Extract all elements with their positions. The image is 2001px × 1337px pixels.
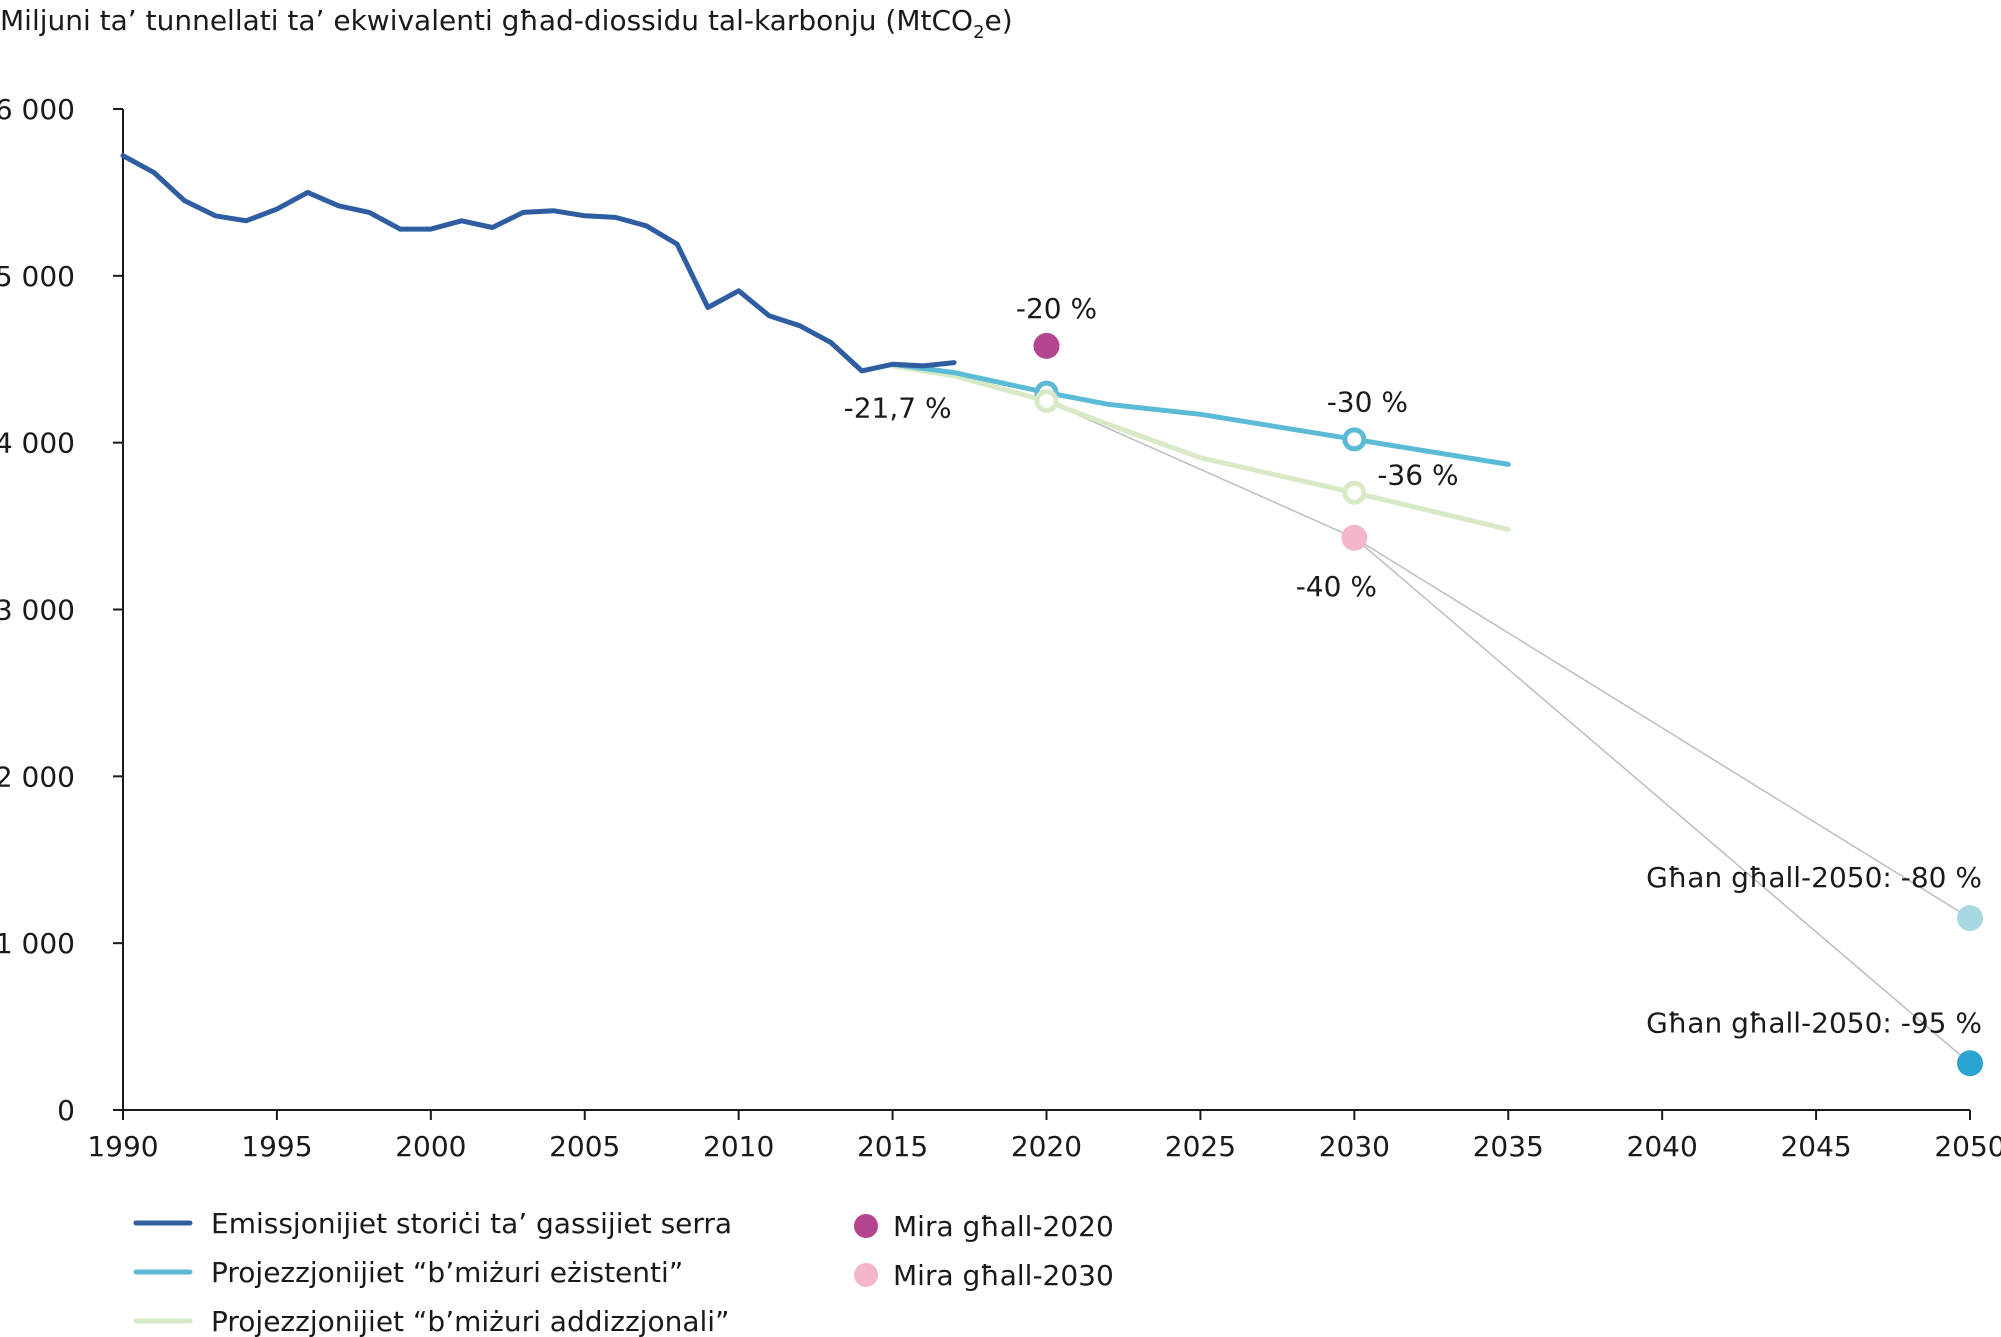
x-tick-label: 2030 xyxy=(1319,1130,1390,1163)
x-tick-label: 2010 xyxy=(703,1130,774,1163)
legend-swatch-dot-0 xyxy=(854,1214,878,1238)
target-connector-line xyxy=(1046,400,1355,539)
y-axis-title-main: Miljuni ta’ tunnellati ta’ ekwivalenti g… xyxy=(0,4,973,37)
y-axis-title-tail: e) xyxy=(985,4,1013,37)
annotation-label: Għan għall-2050: -80 % xyxy=(1646,861,1982,894)
x-tick-label: 2025 xyxy=(1165,1130,1236,1163)
x-tick-label: 1990 xyxy=(87,1130,158,1163)
goal-2050-dot-1 xyxy=(1957,1050,1983,1077)
y-tick-label: 5 000 xyxy=(0,260,75,293)
y-axis-title-subscript: 2 xyxy=(973,22,984,43)
axes: 0 1 000 2 000 3 000 4 000 5 000 6 000 1990 1995 2… xyxy=(0,93,2001,1163)
annotations: -20 % -21,7 % -30 % -36 % -40 % Għan għall-20… xyxy=(844,292,1982,1039)
hollow-marker xyxy=(1342,427,1367,452)
x-tick-label: 1995 xyxy=(241,1130,312,1163)
hollow-marker xyxy=(1034,388,1059,413)
x-tick-label: 2040 xyxy=(1627,1130,1698,1163)
point-markers xyxy=(1033,332,1983,1077)
annotation-label: -40 % xyxy=(1296,570,1377,603)
target-dot-2030 xyxy=(1341,524,1368,551)
y-tick-label: 6 000 xyxy=(0,93,75,126)
annotation-label: -21,7 % xyxy=(844,391,952,424)
legend: Emissjonijiet storiċi ta’ gassijiet serr… xyxy=(133,1207,1114,1337)
legend-swatch-dot-1 xyxy=(854,1263,878,1287)
x-tick-label: 2050 xyxy=(1934,1130,2001,1163)
x-tick-label: 2045 xyxy=(1780,1130,1851,1163)
legend-label: Mira għall-2030 xyxy=(893,1259,1114,1292)
annotation-label: -20 % xyxy=(1016,292,1097,325)
y-tick-label: 2 000 xyxy=(0,760,75,793)
target-connector-lines xyxy=(1046,400,1971,1064)
y-tick-label: 1 000 xyxy=(0,927,75,960)
target-connector-line xyxy=(1353,537,1971,1064)
target-connector-line xyxy=(1353,537,1971,919)
legend-label: Emissjonijiet storiċi ta’ gassijiet serr… xyxy=(211,1207,732,1240)
y-tick-label: 4 000 xyxy=(0,427,75,460)
x-tick-label: 2015 xyxy=(857,1130,928,1163)
goal-2050-dot-0 xyxy=(1957,905,1983,932)
x-tick-label: 2000 xyxy=(395,1130,466,1163)
series-line-1 xyxy=(890,361,1511,467)
legend-label: Projezzjonijiet “b’miżuri eżistenti” xyxy=(211,1256,683,1289)
x-tick-label: 2035 xyxy=(1473,1130,1544,1163)
legend-label: Mira għall-2020 xyxy=(893,1210,1114,1243)
target-dot-2020 xyxy=(1033,332,1060,359)
series-line-0 xyxy=(120,153,957,374)
x-tick-label: 2020 xyxy=(1011,1130,1082,1163)
legend-label: Projezzjonijiet “b’miżuri addizzjonali” xyxy=(211,1305,730,1337)
annotation-label: -30 % xyxy=(1327,385,1408,418)
y-tick-label: 0 xyxy=(57,1094,75,1127)
annotation-label: Għan għall-2050: -95 % xyxy=(1646,1006,1982,1039)
y-axis-title: Miljuni ta’ tunnellati ta’ ekwivalenti g… xyxy=(0,4,1013,43)
series-lines xyxy=(120,153,1511,532)
y-tick-label: 3 000 xyxy=(0,594,75,627)
x-tick-label: 2005 xyxy=(549,1130,620,1163)
hollow-marker xyxy=(1342,480,1367,505)
annotation-label: -36 % xyxy=(1377,459,1458,492)
